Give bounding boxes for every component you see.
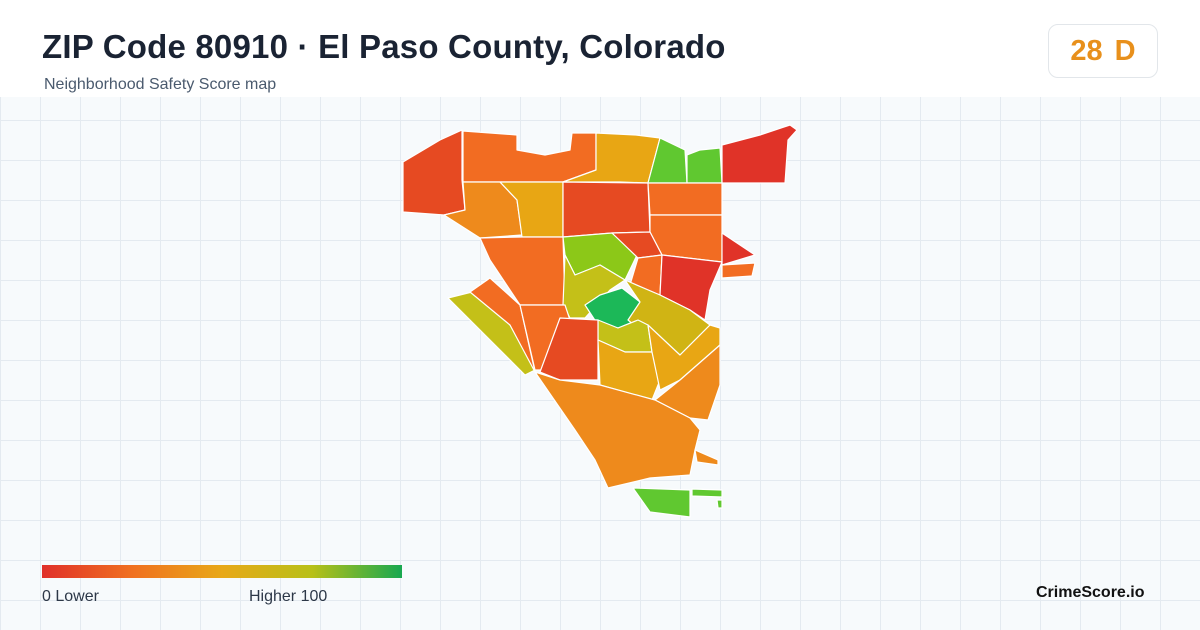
- map-region[interactable]: [691, 488, 723, 498]
- map-region[interactable]: [647, 182, 723, 216]
- map-region[interactable]: [694, 449, 719, 466]
- map-region[interactable]: [721, 124, 798, 184]
- map-region[interactable]: [539, 317, 599, 381]
- map-region[interactable]: [632, 487, 691, 518]
- page-subtitle: Neighborhood Safety Score map: [44, 76, 277, 93]
- map-region[interactable]: [402, 129, 466, 216]
- page-title: ZIP Code 80910 · El Paso County, Colorad…: [42, 28, 726, 65]
- map-region[interactable]: [721, 262, 756, 279]
- map-region[interactable]: [716, 499, 723, 509]
- legend-gradient-bar: [42, 565, 402, 578]
- score-value: 28: [1070, 34, 1103, 67]
- score-badge: 28 D: [1048, 24, 1158, 78]
- legend-min-label: 0 Lower: [42, 588, 99, 605]
- map-region[interactable]: [686, 147, 723, 184]
- legend-max-label: Higher 100: [249, 588, 328, 605]
- map-region[interactable]: [721, 232, 756, 266]
- brand-label: CrimeScore.io: [1036, 584, 1145, 601]
- map-region[interactable]: [562, 181, 651, 238]
- score-grade: D: [1114, 34, 1136, 67]
- map-region[interactable]: [462, 130, 597, 183]
